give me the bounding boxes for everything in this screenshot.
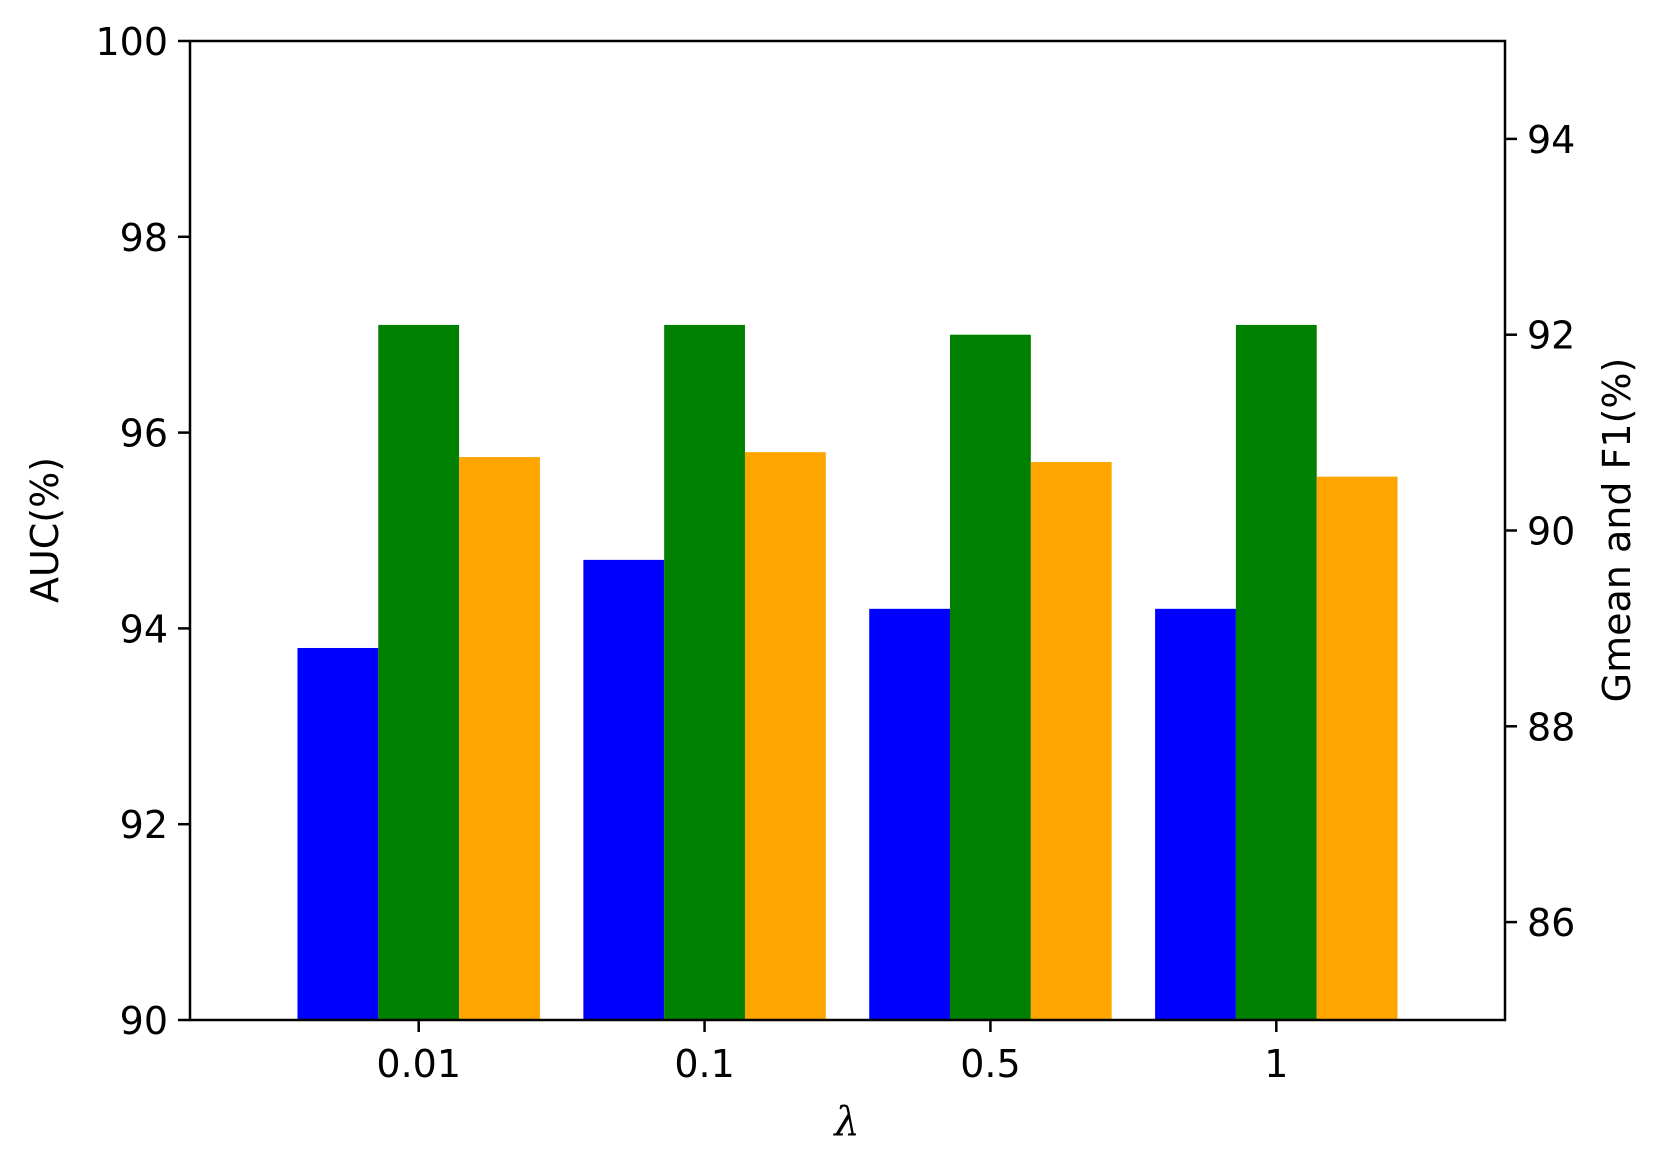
right-tick-label: 86 — [1527, 901, 1575, 945]
bar-series1-1 — [1235, 324, 1317, 1020]
bar-series1-0_01 — [378, 324, 460, 1020]
bar-series2-1 — [1316, 476, 1398, 1020]
left-tick-label: 98 — [120, 216, 168, 260]
plot-frame — [188, 39, 1507, 1022]
bar-series0-0_1 — [583, 559, 665, 1020]
bar-series2-0_1 — [744, 452, 826, 1020]
right-tick-label: 90 — [1527, 510, 1575, 554]
bar-series0-1 — [1155, 608, 1236, 1020]
left-tick-label: 92 — [120, 803, 168, 847]
ticks-layer: 0.01 0.1 0.5 1 90 92 94 96 98 100 86 88 90 92 94 — [95, 20, 1575, 1086]
x-tick-label: 0.01 — [376, 1042, 461, 1086]
right-axis-title: Gmean and F1(%) — [1595, 358, 1639, 703]
left-tick-label: 100 — [95, 20, 168, 64]
left-tick-label: 94 — [120, 607, 168, 651]
bar-series2-0_01 — [459, 457, 540, 1021]
right-tick-label: 88 — [1527, 705, 1575, 749]
x-axis-title: λ — [832, 1099, 859, 1145]
bar-series2-0_5 — [1030, 461, 1112, 1021]
right-tick-label: 92 — [1527, 314, 1575, 358]
bar-series1-0_5 — [950, 334, 1031, 1020]
left-tick-label: 90 — [120, 999, 168, 1043]
x-tick-label: 1 — [1264, 1042, 1288, 1086]
bar-series1-0_1 — [664, 324, 745, 1020]
x-tick-label: 0.5 — [960, 1042, 1020, 1086]
left-axis-title: AUC(%) — [23, 457, 67, 603]
right-tick-label: 94 — [1527, 118, 1575, 162]
bar-series0-0_01 — [297, 647, 379, 1020]
x-tick-label: 0.1 — [674, 1042, 734, 1086]
left-tick-label: 96 — [120, 412, 168, 456]
bar-series0-0_5 — [869, 608, 951, 1020]
bars-layer — [297, 324, 1398, 1021]
